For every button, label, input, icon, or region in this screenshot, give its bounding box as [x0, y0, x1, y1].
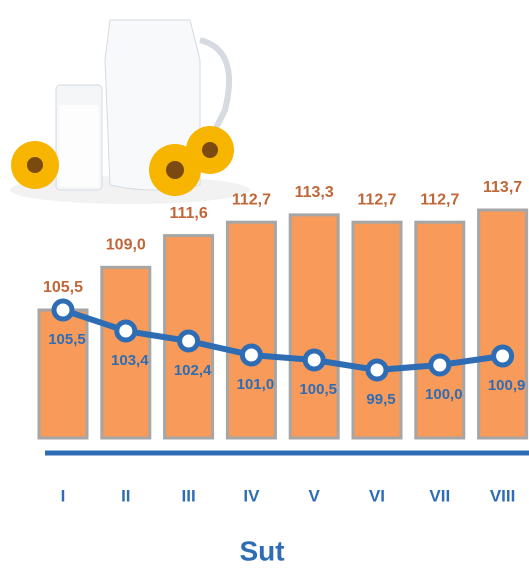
line-marker	[365, 358, 389, 382]
bar	[477, 208, 529, 440]
line-label: 100,5	[299, 381, 337, 398]
bar-label: 113,3	[295, 184, 334, 201]
x-tick-label: IV	[243, 486, 260, 505]
bar	[100, 265, 152, 440]
bar-label: 109,0	[106, 237, 146, 254]
line-label: 103,4	[111, 352, 149, 369]
line-marker	[177, 329, 201, 353]
x-tick-label: V	[309, 486, 321, 505]
line-label: 101,0	[237, 376, 275, 393]
line-label: 100,0	[425, 386, 463, 403]
bar	[351, 220, 403, 440]
line-marker	[114, 319, 138, 343]
line-label: 100,9	[488, 377, 526, 394]
line-marker	[491, 344, 515, 368]
bar-label: 111,6	[169, 205, 207, 222]
bar-label: 105,5	[43, 279, 83, 296]
line-label: 102,4	[174, 362, 212, 379]
bar-label: 112,7	[357, 191, 396, 208]
line-label: 105,5	[48, 331, 86, 348]
line-marker	[428, 353, 452, 377]
line-marker	[51, 298, 75, 322]
x-tick-label: I	[61, 486, 66, 505]
x-tick-label: VIII	[490, 486, 516, 505]
bar	[225, 220, 277, 440]
x-tick-label: VII	[429, 486, 450, 505]
bar	[414, 220, 466, 440]
x-tick-label: VI	[369, 486, 385, 505]
line-marker	[302, 348, 326, 372]
bar	[288, 213, 340, 440]
bar-label: 113,7	[483, 179, 522, 196]
x-axis-label: Sut	[239, 535, 284, 566]
bar-label: 112,7	[420, 191, 459, 208]
bar	[37, 308, 89, 440]
x-tick-label: III	[182, 486, 196, 505]
bar-label: 112,7	[232, 191, 271, 208]
x-tick-label: II	[121, 486, 130, 505]
milk-illustration	[10, 19, 250, 204]
line-label: 99,5	[366, 391, 395, 408]
line-marker	[239, 343, 263, 367]
